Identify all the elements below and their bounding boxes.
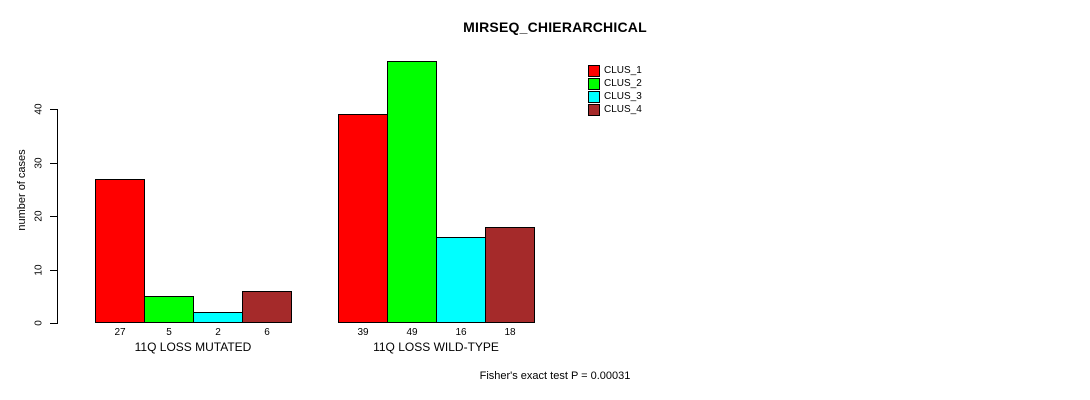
bar-CLUS_3 (193, 312, 243, 323)
bar-value-label: 2 (215, 327, 221, 338)
legend-label: CLUS_2 (604, 78, 642, 89)
y-axis-tick (50, 270, 57, 271)
legend-swatch (588, 90, 600, 103)
chart-title: MIRSEQ_CHIERARCHICAL (463, 19, 647, 35)
annotation-text: Fisher's exact test P = 0.00031 (479, 370, 631, 382)
y-axis-line (57, 109, 58, 324)
y-axis-tick (50, 323, 57, 324)
category-label: 11Q LOSS WILD-TYPE (373, 340, 499, 354)
legend-item: CLUS_4 (588, 103, 642, 116)
y-axis-tick (50, 163, 57, 164)
legend-swatch (588, 77, 600, 90)
bar-CLUS_2 (144, 296, 194, 323)
y-axis-tick-label: 20 (33, 210, 45, 222)
category-label: 11Q LOSS MUTATED (134, 340, 252, 354)
bar-value-label: 18 (504, 327, 516, 338)
legend-label: CLUS_1 (604, 65, 642, 76)
bar-CLUS_4 (485, 227, 535, 323)
y-axis-tick-label: 40 (33, 103, 45, 115)
y-axis-tick (50, 109, 57, 110)
legend-label: CLUS_4 (604, 104, 642, 115)
y-axis-label: number of cases (16, 149, 28, 231)
bar-value-label: 5 (166, 327, 172, 338)
legend-label: CLUS_3 (604, 91, 642, 102)
legend-item: CLUS_3 (588, 90, 642, 103)
legend-swatch (588, 64, 600, 77)
y-axis-tick-label: 10 (33, 264, 45, 276)
legend: CLUS_1 CLUS_2 CLUS_3 CLUS_4 (588, 64, 642, 116)
bar-CLUS_4 (242, 291, 292, 323)
bar-value-label: 6 (264, 327, 270, 338)
bar-value-label: 16 (455, 327, 467, 338)
bar-value-label: 39 (357, 327, 369, 338)
legend-swatch (588, 103, 600, 116)
y-axis-tick-label: 0 (33, 320, 45, 326)
bar-CLUS_1 (338, 114, 388, 323)
bar-CLUS_1 (95, 179, 145, 323)
y-axis-tick (50, 216, 57, 217)
bar-CLUS_3 (436, 237, 486, 323)
bar-value-label: 49 (406, 327, 418, 338)
y-axis-tick-label: 30 (33, 157, 45, 169)
bar-value-label: 27 (114, 327, 126, 338)
bar-CLUS_2 (387, 61, 437, 323)
legend-item: CLUS_2 (588, 77, 642, 90)
legend-item: CLUS_1 (588, 64, 642, 77)
